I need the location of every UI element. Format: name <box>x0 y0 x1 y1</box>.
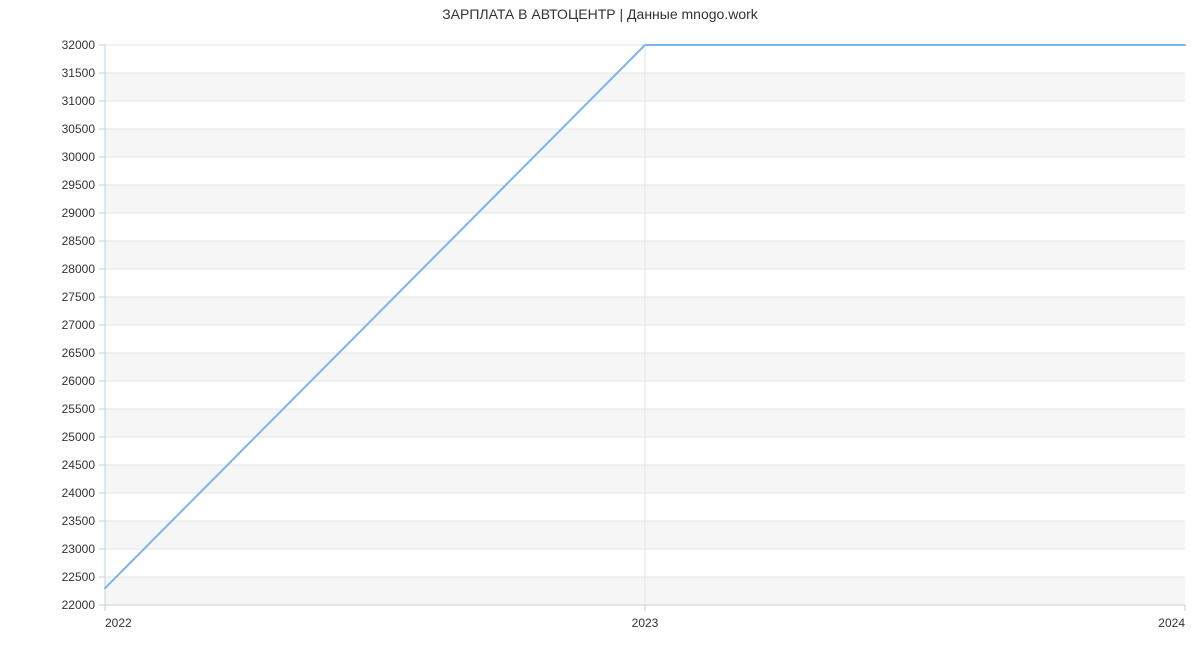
y-tick-label: 23000 <box>62 542 96 556</box>
y-tick-label: 24500 <box>62 458 96 472</box>
y-tick-label: 24000 <box>62 486 96 500</box>
y-tick-label: 31000 <box>62 94 96 108</box>
y-tick-label: 32000 <box>62 38 96 52</box>
y-tick-label: 25500 <box>62 402 96 416</box>
y-tick-label: 23500 <box>62 514 96 528</box>
y-tick-label: 26500 <box>62 346 96 360</box>
y-tick-label: 28500 <box>62 234 96 248</box>
y-tick-label: 30000 <box>62 150 96 164</box>
chart-svg: 22000 22500 23000 23500 24000 24500 25000 25500… <box>0 0 1200 650</box>
y-tick-label: 31500 <box>62 66 96 80</box>
x-tick-label: 2024 <box>1158 616 1185 630</box>
y-tick-label: 27000 <box>62 318 96 332</box>
x-tick-label: 2023 <box>632 616 659 630</box>
x-tick-label: 2022 <box>105 616 132 630</box>
y-tick-label: 29000 <box>62 206 96 220</box>
y-tick-label: 22500 <box>62 570 96 584</box>
y-tick-label: 25000 <box>62 430 96 444</box>
y-tick-label: 26000 <box>62 374 96 388</box>
y-tick-label: 30500 <box>62 122 96 136</box>
y-tick-label: 28000 <box>62 262 96 276</box>
y-tick-label: 29500 <box>62 178 96 192</box>
salary-chart: ЗАРПЛАТА В АВТОЦЕНТР | Данные mnogo.work… <box>0 0 1200 650</box>
y-tick-label: 22000 <box>62 598 96 612</box>
y-tick-label: 27500 <box>62 290 96 304</box>
